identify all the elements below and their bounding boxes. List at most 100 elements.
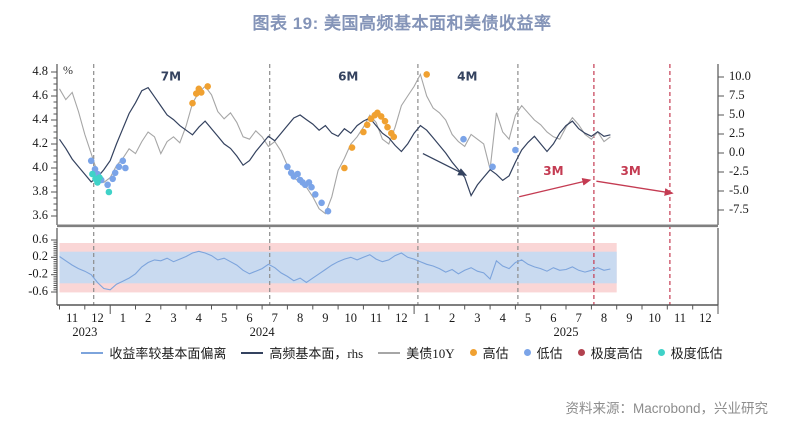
year-label: 2023 xyxy=(72,325,97,339)
left-axis-unit: % xyxy=(63,63,73,77)
left-axis-label: 4.6 xyxy=(32,88,48,102)
legend-label: 极度低估 xyxy=(670,346,723,361)
band-inner-blue xyxy=(59,251,617,284)
bottom-axis-label: 0.6 xyxy=(32,232,48,246)
month-label: 11 xyxy=(66,311,78,325)
month-label: 4 xyxy=(500,311,507,325)
dot-undervalued xyxy=(87,157,95,165)
dot-undervalued xyxy=(122,164,129,172)
dot-overvalued xyxy=(390,133,398,141)
left-axis-label: 3.6 xyxy=(32,208,48,222)
legend-item-extreme-overvalued: 极度高估 xyxy=(577,343,643,362)
overvalued-dot-swatch xyxy=(469,349,477,356)
legend-item-overvalued: 高估 xyxy=(469,343,509,362)
dot-undervalued xyxy=(109,175,116,183)
extreme-undervalued-dot-swatch xyxy=(657,349,665,356)
legend-label: 低估 xyxy=(536,346,563,361)
interval-label: 7M xyxy=(161,69,181,83)
month-label: 11 xyxy=(674,311,686,325)
annotation-arrow xyxy=(422,153,468,176)
dot-undervalued xyxy=(284,163,291,171)
right-axis-label: 10.0 xyxy=(729,69,751,83)
month-label: 11 xyxy=(370,311,382,325)
dot-undervalued xyxy=(119,157,127,165)
dot-overvalued xyxy=(341,164,348,172)
dot-overvalued xyxy=(198,89,205,96)
month-label: 3 xyxy=(170,311,176,325)
month-label: 9 xyxy=(322,311,328,325)
month-label: 2 xyxy=(145,311,151,325)
dot-overvalued xyxy=(381,117,389,125)
dot-extreme-undervalued xyxy=(89,170,96,178)
month-label: 12 xyxy=(395,311,408,325)
dot-overvalued xyxy=(189,99,196,107)
year-label: 2025 xyxy=(554,325,579,339)
left-axis-label: 4.4 xyxy=(32,112,48,126)
dot-extreme-undervalued xyxy=(105,188,113,196)
right-axis-label: 0.0 xyxy=(729,145,745,159)
dot-overvalued xyxy=(363,121,371,129)
legend-label: 高估 xyxy=(482,346,509,361)
month-label: 12 xyxy=(699,311,712,325)
bottom-axis-label: -0.2 xyxy=(28,267,48,281)
month-label: 6 xyxy=(246,311,252,325)
right-axis-label: 5.0 xyxy=(729,107,745,121)
chart-title: 图表 19: 美国高频基本面和美债收益率 xyxy=(252,14,552,33)
chart-legend: 收益率较基本面偏离 高频基本面，rhs 美债10Y 高估 低估 极度高估 极度低… xyxy=(0,343,804,362)
dot-extreme-undervalued xyxy=(96,174,103,181)
dot-overvalued xyxy=(384,123,391,131)
dot-overvalued xyxy=(204,83,211,90)
fundamental-line-swatch xyxy=(241,351,264,354)
dot-undervalued xyxy=(294,170,301,178)
dot-undervalued xyxy=(308,183,315,191)
month-label: 8 xyxy=(601,311,607,325)
dot-undervalued xyxy=(318,199,325,207)
legend-label: 美债10Y xyxy=(406,346,455,361)
deviation-line xyxy=(59,250,611,291)
dot-undervalued xyxy=(115,163,123,171)
month-label: 12 xyxy=(91,311,104,325)
dot-undervalued xyxy=(460,135,467,143)
month-label: 3 xyxy=(474,311,480,325)
dot-undervalued xyxy=(312,191,319,198)
interval-label: 4M xyxy=(457,69,477,83)
deviation-line-swatch xyxy=(81,351,104,354)
right-axis-label: 7.5 xyxy=(729,88,745,102)
legend-label: 极度高估 xyxy=(590,346,643,361)
legend-label: 高频基本面，rhs xyxy=(269,346,364,361)
legend-item-fundamental: 高频基本面，rhs xyxy=(241,343,363,362)
bottom-axis-label: -0.6 xyxy=(28,284,48,298)
month-label: 1 xyxy=(424,311,430,325)
right-axis-label: -5.0 xyxy=(729,183,749,197)
left-axis-label: 3.8 xyxy=(32,184,48,198)
year-label: 2024 xyxy=(250,325,276,339)
month-label: 1 xyxy=(120,311,126,325)
month-label: 7 xyxy=(272,311,278,325)
legend-item-undervalued: 低估 xyxy=(523,343,563,362)
month-label: 10 xyxy=(345,311,358,325)
source-note: 资料来源：Macrobond，兴业研究 xyxy=(565,401,768,416)
right-axis-label: -2.5 xyxy=(729,164,749,178)
right-axis-label: -7.5 xyxy=(729,202,749,216)
annotation-arrow xyxy=(596,180,674,196)
fundamental-line xyxy=(59,86,611,198)
dot-undervalued xyxy=(324,207,332,215)
month-label: 9 xyxy=(626,311,632,325)
legend-item-deviation: 收益率较基本面偏离 xyxy=(81,343,226,362)
interval-label: 6M xyxy=(338,69,358,83)
dot-overvalued xyxy=(423,71,431,78)
legend-item-extreme-undervalued: 极度低估 xyxy=(657,343,723,362)
dot-undervalued xyxy=(104,181,111,189)
ust10y-line xyxy=(59,72,611,215)
legend-label: 收益率较基本面偏离 xyxy=(109,346,227,361)
dot-undervalued xyxy=(512,146,519,154)
month-label: 5 xyxy=(221,311,227,325)
undervalued-dot-swatch xyxy=(523,349,531,356)
month-label: 5 xyxy=(525,311,531,325)
month-label: 8 xyxy=(297,311,303,325)
month-label: 10 xyxy=(648,311,661,325)
dot-overvalued xyxy=(348,144,356,151)
interval-label: 3M xyxy=(620,164,640,178)
